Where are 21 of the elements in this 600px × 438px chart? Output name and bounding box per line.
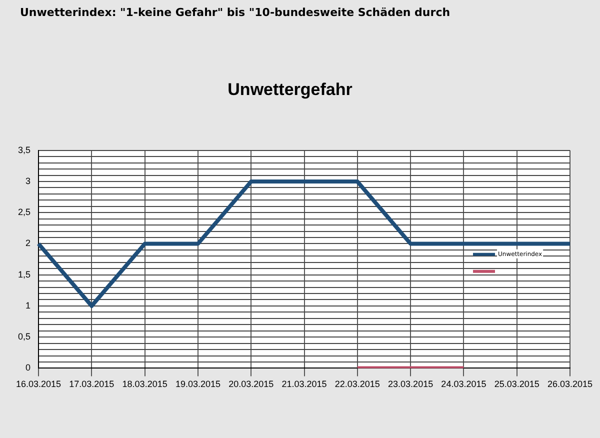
- x-tick-label: 19.03.2015: [175, 379, 220, 390]
- y-tick-label: 2,5: [18, 207, 31, 218]
- y-tick-label: 0,5: [18, 332, 31, 342]
- x-tick-label: 16.03.2015: [16, 379, 62, 390]
- text: Unwetterindex: "1-keine Gefahr" bis "10-bundesweite Schäden durch: [20, 6, 450, 19]
- y-tick-label: 3,5: [18, 144, 31, 155]
- chart-title: Unwettergefahr: [228, 80, 353, 99]
- y-tick-label: 0: [25, 362, 31, 373]
- x-tick-label: 22.03.2015: [334, 379, 380, 390]
- y-tick-label: 2: [25, 238, 31, 248]
- x-tick-label: 25.03.2015: [494, 379, 540, 390]
- y-tick-label: 1,5: [18, 269, 31, 280]
- x-tick-label: 18.03.2015: [122, 379, 168, 390]
- x-tick-label: 20.03.2015: [228, 379, 274, 390]
- y-tick-label: 3: [25, 176, 31, 186]
- x-tick-label: 26.03.2015: [547, 379, 593, 390]
- x-tick-label: 24.03.2015: [441, 379, 486, 390]
- y-tick-label: 1: [25, 300, 31, 310]
- x-tick-label: 21.03.2015: [282, 379, 327, 390]
- x-tick-label: 23.03.2015: [388, 379, 434, 390]
- x-tick-label: 17.03.2015: [69, 379, 114, 390]
